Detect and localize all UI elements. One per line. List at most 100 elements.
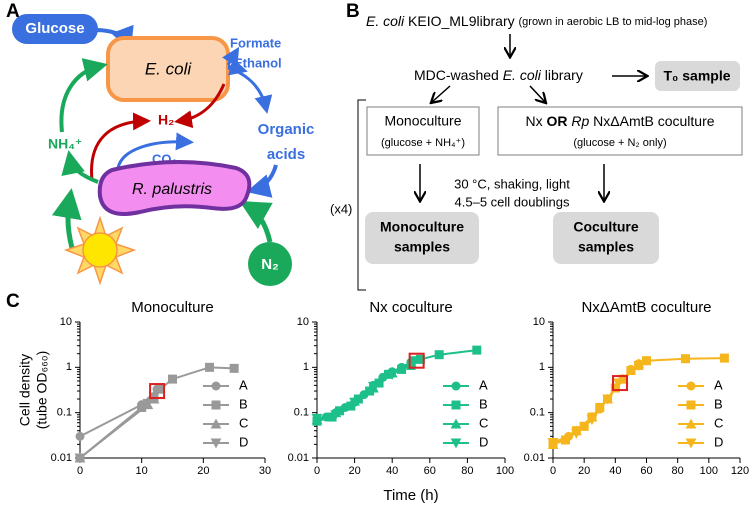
data-point xyxy=(311,413,323,424)
y-tick-label: 10 xyxy=(60,316,72,328)
arrow xyxy=(239,201,273,243)
x-tick-label: 0 xyxy=(77,465,83,477)
y-axis-label: Cell density xyxy=(17,354,33,426)
data-point xyxy=(74,453,86,464)
y-tick-label: 0.1 xyxy=(57,407,72,419)
arrow xyxy=(61,150,99,184)
data-point xyxy=(155,384,165,394)
arrow xyxy=(116,132,194,169)
co-box xyxy=(497,106,743,156)
mono-sample: Monoculture xyxy=(380,219,464,235)
legend-marker xyxy=(210,418,222,429)
legend-marker xyxy=(210,438,222,449)
x-tick-label: 20 xyxy=(197,465,209,477)
data-point xyxy=(330,410,342,421)
legend-marker xyxy=(686,381,696,391)
formate-label: Formate xyxy=(230,35,281,50)
arrow xyxy=(227,58,248,76)
data-point xyxy=(613,378,624,389)
y-tick-label: 0.1 xyxy=(294,407,309,419)
mono-title: Monoculture xyxy=(384,113,461,129)
x-tick-label: 20 xyxy=(348,465,360,477)
x-tick-label: 80 xyxy=(461,465,473,477)
nh4-label: NH₄⁺ xyxy=(48,136,82,152)
rpal-cell xyxy=(97,160,252,216)
arrow xyxy=(59,58,108,133)
h2-label: H₂ xyxy=(158,112,174,128)
legend-label: C xyxy=(714,415,723,430)
co-sample: samples xyxy=(578,239,634,255)
y-tick-label: 0.01 xyxy=(288,452,309,464)
data-point xyxy=(586,415,598,426)
mono-box xyxy=(366,106,480,156)
panel-label: B xyxy=(346,1,360,22)
chart-title: Nx coculture xyxy=(369,299,452,316)
repeat-label: (x4) xyxy=(330,201,352,216)
y-tick-label: 1 xyxy=(539,361,545,373)
x-tick-label: 60 xyxy=(640,465,652,477)
x-tick-label: 10 xyxy=(136,465,148,477)
data-point xyxy=(75,431,85,441)
legend-label: B xyxy=(479,396,488,411)
series-line xyxy=(79,396,155,459)
y-tick-label: 10 xyxy=(297,316,309,328)
x-tick-label: 120 xyxy=(731,465,749,477)
y-tick-label: 0.1 xyxy=(530,407,545,419)
ethanol-label: Ethanol xyxy=(234,55,282,70)
legend-marker xyxy=(686,400,696,410)
data-point xyxy=(168,374,177,384)
legend-label: C xyxy=(479,415,488,430)
legend-marker xyxy=(685,438,697,449)
legend-marker xyxy=(450,418,462,429)
organic-label: acids xyxy=(267,146,305,163)
series-line xyxy=(79,366,235,459)
legend-label: A xyxy=(714,377,723,392)
legend-marker xyxy=(211,381,221,391)
legend-marker xyxy=(451,381,461,391)
glucose-label: Glucose xyxy=(25,20,84,37)
legend-label: B xyxy=(714,396,723,411)
arrow xyxy=(174,83,226,129)
condition: 30 °C, shaking, light xyxy=(454,176,570,191)
co-sample: Coculture xyxy=(573,219,639,235)
y-tick-label: 10 xyxy=(533,316,545,328)
arrow xyxy=(227,66,273,114)
arrow xyxy=(529,85,545,102)
series-line xyxy=(79,388,158,438)
data-point xyxy=(386,369,398,380)
legend-label: D xyxy=(714,434,723,449)
chart-title: NxΔAmtB coculture xyxy=(581,299,711,316)
t0-box xyxy=(655,61,740,91)
panel-a: A Glucose E. coli Formate Ethanol Organi… xyxy=(6,1,314,286)
x-tick-label: 40 xyxy=(386,465,398,477)
data-point xyxy=(205,362,214,372)
data-point xyxy=(368,381,379,392)
mono-sample-box xyxy=(365,212,479,264)
chart-title: Monoculture xyxy=(131,299,214,316)
data-point xyxy=(383,369,393,379)
x-tick-label: 100 xyxy=(496,465,514,477)
organic-label: Organic xyxy=(258,121,315,138)
library-line: E. coli KEIO_ML9library (grown in aerobi… xyxy=(366,13,707,29)
mono-sub: (glucose + NH₄⁺) xyxy=(381,137,465,149)
panel-label: C xyxy=(6,291,20,312)
data-point xyxy=(560,435,570,445)
arrow xyxy=(51,188,82,249)
y-tick-label: 0.01 xyxy=(51,452,72,464)
data-point xyxy=(346,401,356,411)
mono-sample: samples xyxy=(394,239,450,255)
data-point xyxy=(680,354,690,364)
data-point xyxy=(434,350,444,360)
x-tick-label: 0 xyxy=(314,465,320,477)
x-tick-label: 100 xyxy=(700,465,718,477)
legend-marker xyxy=(450,438,462,449)
data-point xyxy=(719,353,729,363)
co-sub: (glucose + N₂ only) xyxy=(573,137,666,149)
y-tick-label: 1 xyxy=(303,361,309,373)
data-point xyxy=(642,356,651,366)
legend-marker xyxy=(451,400,461,410)
ecoli-label: E. coli xyxy=(145,59,193,78)
data-point xyxy=(415,354,425,364)
